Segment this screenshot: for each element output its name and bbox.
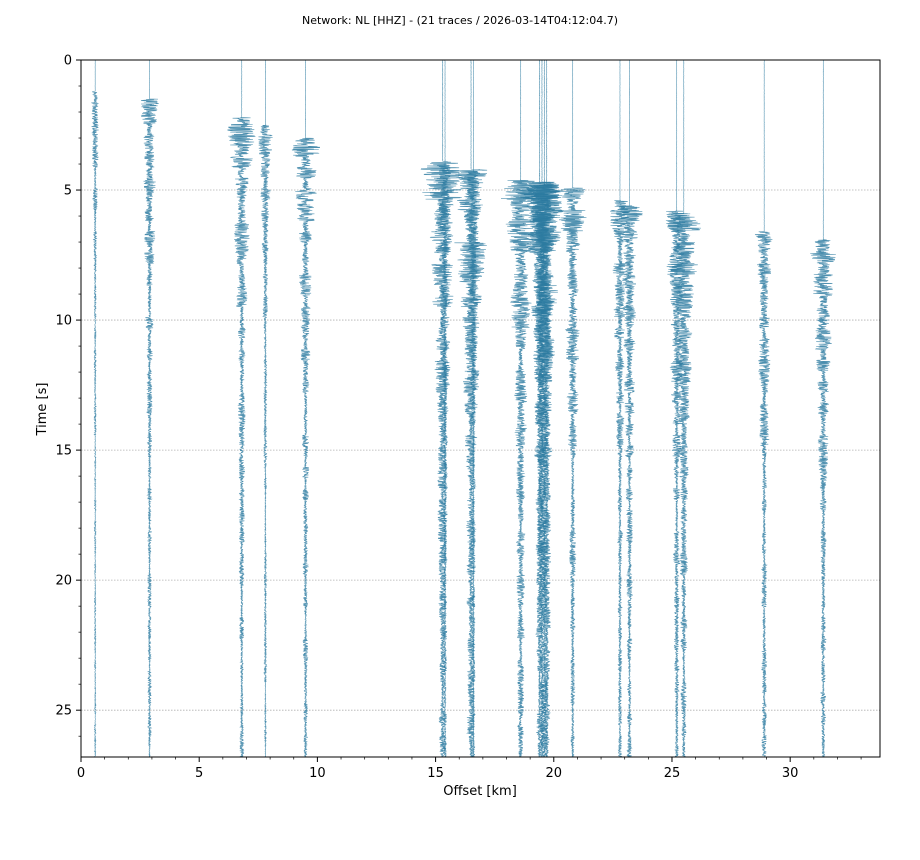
x-tick-label: 10 — [309, 766, 326, 781]
seismic-trace — [258, 60, 273, 758]
x-tick-label: 25 — [664, 766, 681, 781]
y-tick-label: 20 — [55, 574, 72, 589]
x-tick-label: 5 — [195, 766, 203, 781]
y-tick-label: 5 — [64, 184, 72, 199]
x-tick-label: 15 — [427, 766, 444, 781]
seismic-trace — [436, 59, 454, 758]
x-tick-label: 0 — [77, 766, 85, 781]
y-tick-label: 15 — [55, 444, 72, 459]
x-tick-label: 30 — [782, 766, 799, 781]
chart-title: Network: NL [HHZ] - (21 traces / 2026-03… — [302, 14, 618, 27]
x-axis-ticks: 0 5 10 15 20 25 30 — [77, 757, 862, 781]
seismic-trace — [665, 60, 688, 758]
seismic-trace — [519, 59, 560, 758]
seismic-trace — [227, 60, 256, 758]
seismic-trace — [465, 59, 481, 757]
trace-group — [90, 59, 836, 758]
seismic-trace — [90, 60, 99, 758]
y-tick-label: 10 — [55, 314, 72, 329]
seismic-trace — [530, 59, 564, 758]
seismic-trace — [754, 59, 773, 758]
y-tick-label: 25 — [55, 704, 72, 719]
seismic-trace — [420, 59, 464, 758]
seismic-trace — [454, 59, 488, 758]
seismic-trace — [526, 60, 562, 758]
seismic-trace — [616, 60, 643, 758]
seismic-trace — [810, 59, 836, 758]
seismic-trace — [140, 60, 159, 758]
x-axis-label: Offset [km] — [443, 784, 517, 799]
y-axis-label: Time [s] — [35, 383, 50, 437]
plot-frame — [80, 59, 881, 758]
y-tick-label: 0 — [64, 54, 72, 69]
seismic-trace — [610, 59, 630, 758]
seismic-trace — [666, 59, 702, 758]
grid-lines — [81, 189, 880, 711]
seismic-trace — [500, 59, 539, 758]
y-axis-ticks: 0 5 10 15 20 25 — [55, 54, 81, 737]
seismic-trace — [558, 59, 587, 758]
x-tick-label: 20 — [546, 766, 563, 781]
seismic-trace — [291, 59, 320, 758]
